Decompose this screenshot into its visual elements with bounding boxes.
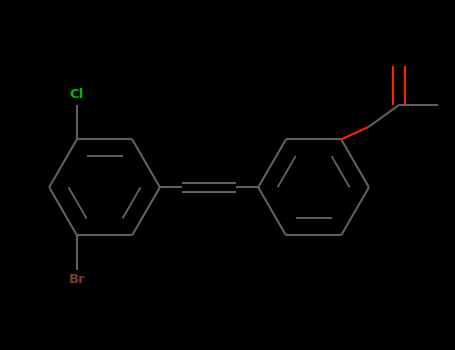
Text: Cl: Cl <box>70 88 84 101</box>
Text: Br: Br <box>69 273 85 286</box>
